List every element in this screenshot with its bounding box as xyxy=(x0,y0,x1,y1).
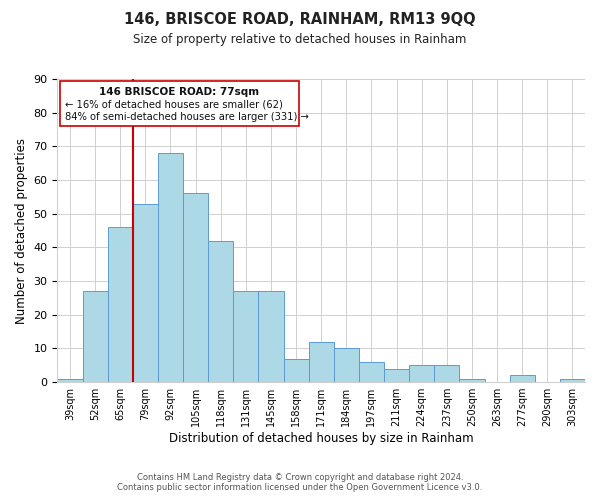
Bar xyxy=(460,378,485,382)
Bar xyxy=(208,240,233,382)
Bar xyxy=(560,378,585,382)
FancyBboxPatch shape xyxy=(60,80,299,126)
Y-axis label: Number of detached properties: Number of detached properties xyxy=(15,138,28,324)
Text: Contains HM Land Registry data © Crown copyright and database right 2024.
Contai: Contains HM Land Registry data © Crown c… xyxy=(118,473,482,492)
Bar xyxy=(133,204,158,382)
Bar xyxy=(233,291,259,382)
Bar xyxy=(183,194,208,382)
Bar xyxy=(158,153,183,382)
Bar xyxy=(434,365,460,382)
Bar xyxy=(83,291,107,382)
Bar xyxy=(334,348,359,382)
Text: 146 BRISCOE ROAD: 77sqm: 146 BRISCOE ROAD: 77sqm xyxy=(99,86,259,97)
Text: 146, BRISCOE ROAD, RAINHAM, RM13 9QQ: 146, BRISCOE ROAD, RAINHAM, RM13 9QQ xyxy=(124,12,476,28)
Bar xyxy=(58,378,83,382)
Bar xyxy=(308,342,334,382)
Text: Size of property relative to detached houses in Rainham: Size of property relative to detached ho… xyxy=(133,32,467,46)
Text: ← 16% of detached houses are smaller (62): ← 16% of detached houses are smaller (62… xyxy=(65,99,283,109)
Bar xyxy=(509,376,535,382)
Bar xyxy=(409,365,434,382)
Bar xyxy=(359,362,384,382)
Bar xyxy=(284,358,308,382)
X-axis label: Distribution of detached houses by size in Rainham: Distribution of detached houses by size … xyxy=(169,432,473,445)
Text: 84% of semi-detached houses are larger (331) →: 84% of semi-detached houses are larger (… xyxy=(65,112,309,122)
Bar xyxy=(259,291,284,382)
Bar xyxy=(384,368,409,382)
Bar xyxy=(107,227,133,382)
